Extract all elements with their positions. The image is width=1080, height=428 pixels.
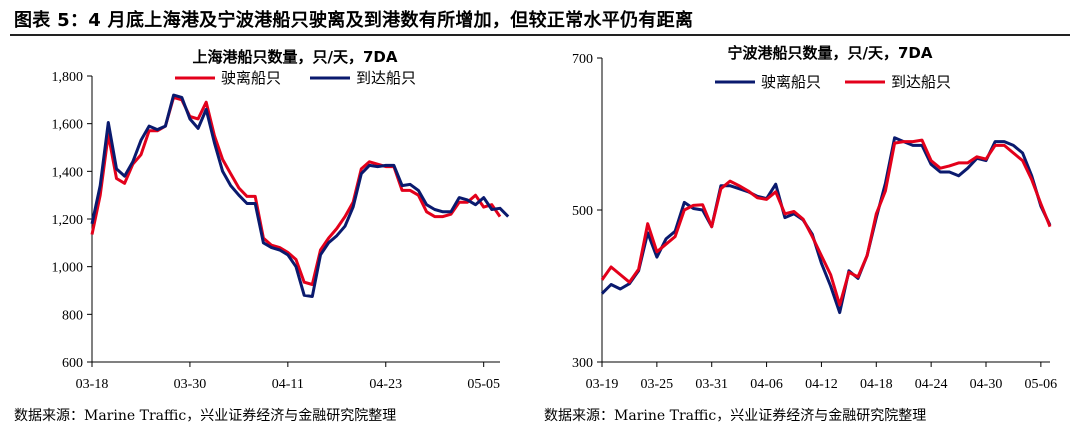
x-tick-label: 04-11 [272, 377, 304, 392]
y-tick-label: 600 [62, 356, 83, 371]
y-tick-label: 1,000 [52, 261, 84, 276]
series-line-1 [90, 95, 502, 286]
shanghai-chart: 600 800 1,000 1,200 1,400 1,600 1,800 03-18 03-3… [52, 48, 510, 392]
series-line-2 [90, 93, 510, 298]
x-tick-label: 03-18 [76, 377, 109, 392]
source-note-left: 数据来源：Marine Traffic，兴业证券经济与金融研究院整理 [14, 408, 397, 424]
y-tick-label: 1,800 [52, 70, 84, 85]
x-tick-label: 03-31 [695, 377, 728, 392]
title-rule [10, 34, 1070, 36]
y-tick-label: 300 [572, 356, 593, 371]
y-tick-label: 800 [62, 308, 83, 323]
source-note-right: 数据来源：Marine Traffic，兴业证券经济与金融研究院整理 [544, 408, 927, 424]
x-tick-label: 03-19 [586, 377, 619, 392]
x-tick-label: 04-12 [805, 377, 838, 392]
y-tick-label: 1,400 [52, 165, 84, 180]
ningbo-chart: 300 500 700 03-19 03-25 03-31 04-06 04-12 04-18 0… [572, 44, 1058, 392]
x-tick-label: 04-06 [750, 377, 783, 392]
x-tick-label: 04-30 [970, 377, 1003, 392]
x-tick-label: 04-23 [369, 377, 402, 392]
x-tick-label: 05-05 [467, 377, 500, 392]
y-tick-label: 1,600 [52, 118, 84, 133]
x-tick-label: 03-30 [174, 377, 207, 392]
figure-title: 图表 5：4 月底上海港及宁波港船只驶离及到港数有所增加，但较正常水平仍有距离 [14, 10, 694, 31]
x-tick-label: 04-18 [860, 377, 893, 392]
y-tick-label: 500 [572, 204, 593, 219]
legend-label: 到达船只 [356, 69, 416, 87]
series-line-2 [600, 138, 1052, 307]
legend-label: 驶离船只 [761, 73, 821, 91]
x-tick-label: 05-06 [1025, 377, 1058, 392]
y-tick-label: 700 [572, 52, 593, 67]
x-tick-label: 04-24 [915, 377, 948, 392]
legend-label: 到达船只 [891, 73, 951, 91]
shanghai-chart-title: 上海港船只数量，只/天，7DA [193, 48, 398, 66]
series-line-1 [600, 136, 1052, 315]
y-tick-label: 1,200 [52, 213, 84, 228]
x-tick-label: 03-25 [641, 377, 674, 392]
legend-label: 驶离船只 [221, 69, 281, 87]
ningbo-chart-title: 宁波港船只数量，只/天，7DA [728, 44, 933, 62]
